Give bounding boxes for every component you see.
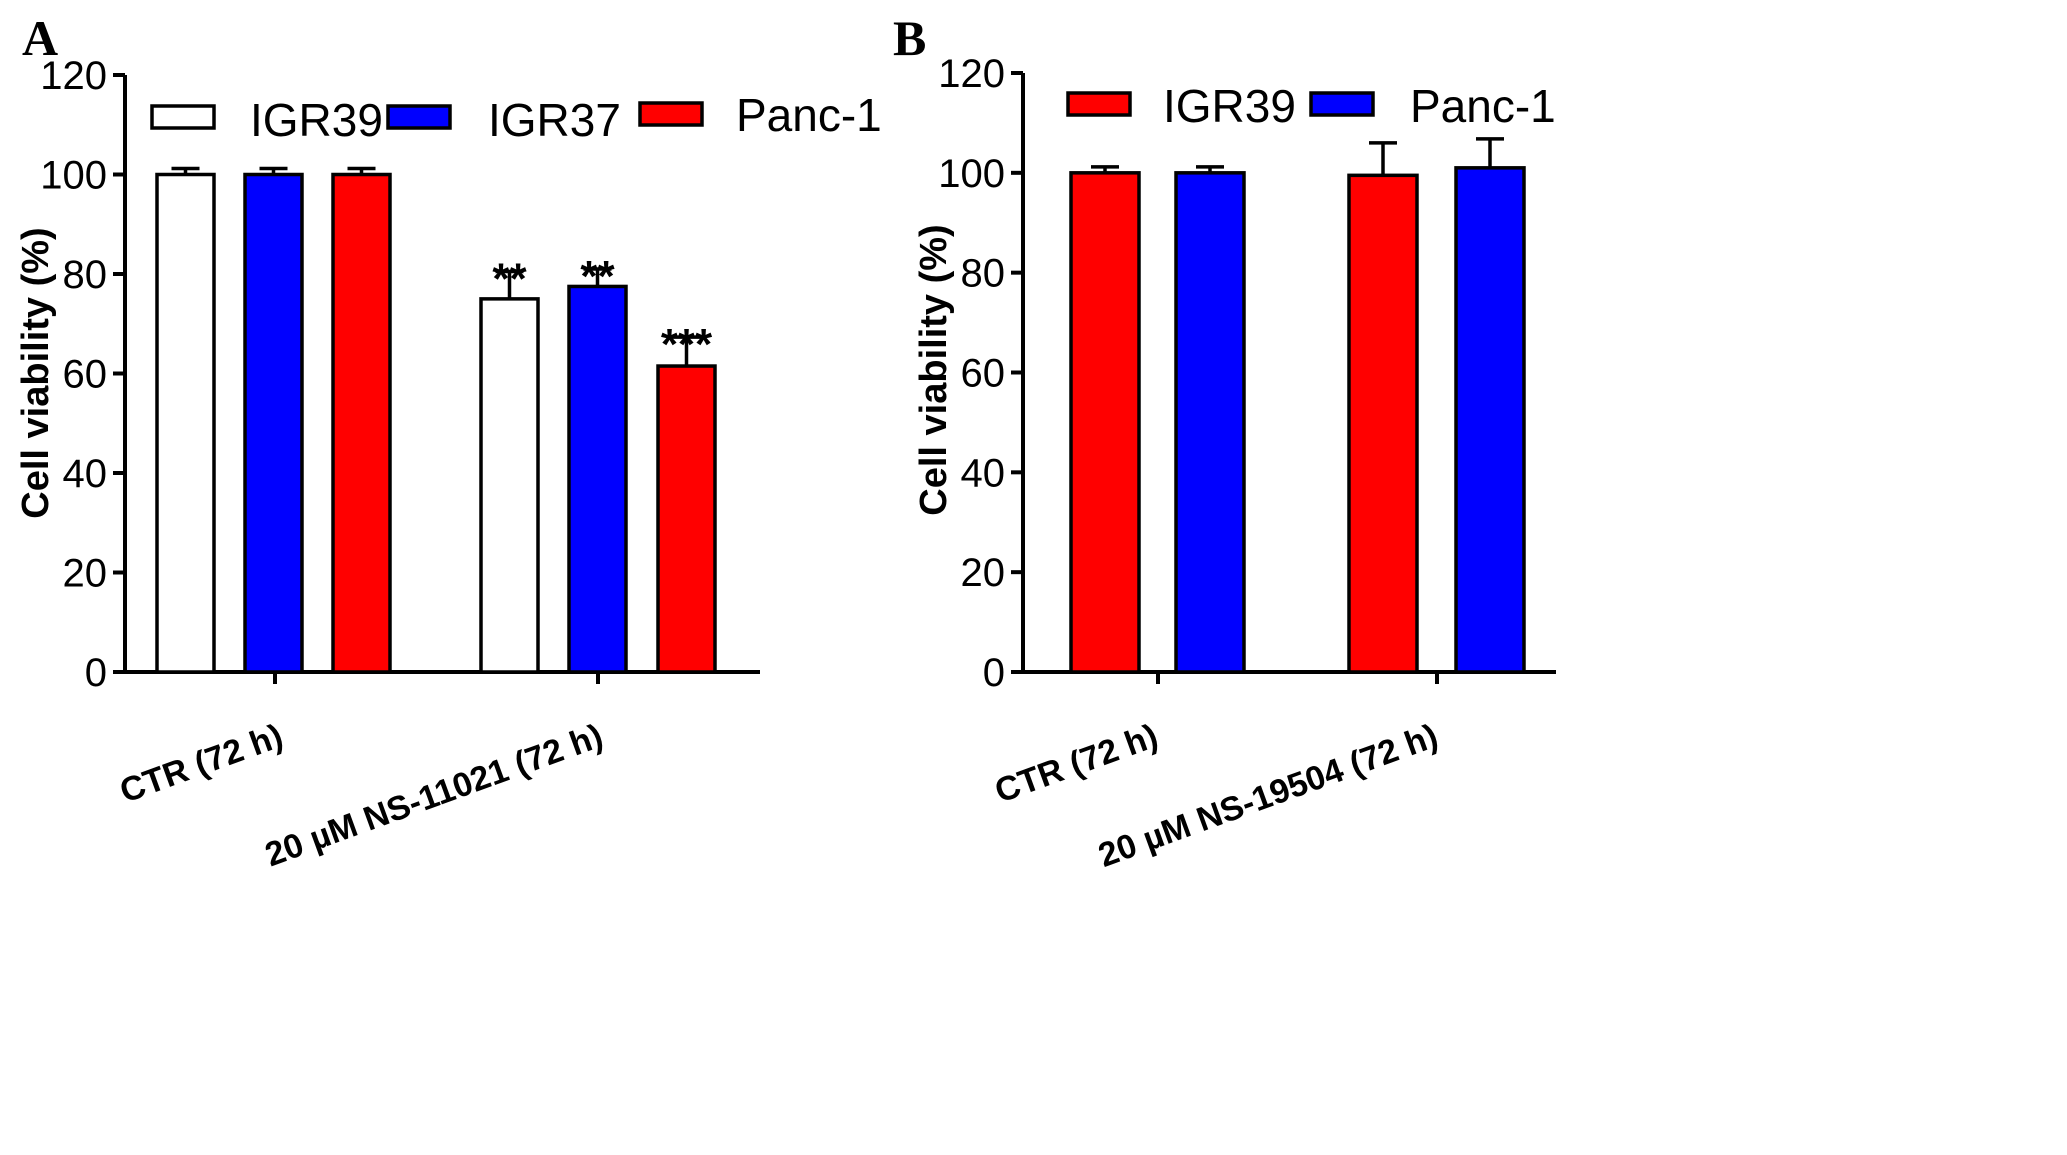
panel-a-significance-label: ** xyxy=(492,255,527,304)
panel-a-legend-swatch-igr37 xyxy=(386,104,452,130)
panel-b-y-tick-label: 120 xyxy=(938,52,1005,96)
panel-a-y-tick-label: 100 xyxy=(40,154,107,198)
panel-a: A 0 20 40 60 80 100 120 Cell viability (%) CTR (7… xyxy=(15,10,882,874)
panel-b-letter: B xyxy=(893,10,926,66)
panel-b-legend-swatch-igr39 xyxy=(1066,91,1132,117)
panel-b: B 0 20 40 60 80 100 120 Cell viability (%) CTR (7… xyxy=(893,10,1556,875)
panel-a-legend-swatch-panc-1 xyxy=(638,101,704,127)
panel-b-bar-igr39 xyxy=(1347,173,1419,674)
panel-b-bar-panc-1 xyxy=(1454,166,1526,674)
panel-a-category-label: 20 µM NS-11021 (72 h) xyxy=(260,717,608,874)
panel-b-y-tick-label: 40 xyxy=(961,451,1006,495)
panel-a-letter: A xyxy=(22,10,58,66)
panel-b-y-axis-label: Cell viability (%) xyxy=(913,224,955,515)
panel-a-y-tick-label: 0 xyxy=(85,651,107,695)
panel-a-y-tick-label: 120 xyxy=(40,54,107,98)
panel-a-y-tick-label: 40 xyxy=(63,452,108,496)
panel-b-legend-label-igr39: IGR39 xyxy=(1163,80,1296,132)
panel-a-legend-swatch-igr39 xyxy=(150,104,216,130)
panel-a-bar-igr37 xyxy=(567,284,628,674)
panel-b-bar-panc-1 xyxy=(1174,171,1246,674)
panel-a-bar-igr37 xyxy=(243,172,304,674)
panel-a-bar-panc-1 xyxy=(331,172,392,674)
panel-a-bar-igr39 xyxy=(479,297,540,674)
panel-a-y-tick-label: 20 xyxy=(63,552,108,596)
panel-a-legend-label-igr37: IGR37 xyxy=(488,94,621,146)
panel-a-significance-label: *** xyxy=(661,320,713,369)
panel-a-y-tick-label: 80 xyxy=(63,253,108,297)
panel-b-y-tick-label: 80 xyxy=(961,252,1006,296)
panel-a-bar-igr39 xyxy=(155,172,216,674)
panel-a-legend-label-igr39: IGR39 xyxy=(250,94,383,146)
panel-b-category-label: CTR (72 h) xyxy=(990,717,1163,811)
panel-b-legend-label-panc-1: Panc-1 xyxy=(1410,80,1556,132)
panel-a-significance-label: ** xyxy=(580,252,615,301)
panel-b-y-tick-label: 0 xyxy=(983,651,1005,695)
panel-b-y-tick-label: 60 xyxy=(961,352,1006,396)
panel-a-legend-label-panc-1: Panc-1 xyxy=(736,89,882,141)
panel-a-y-tick-label: 60 xyxy=(63,353,108,397)
panel-a-y-axis-label: Cell viability (%) xyxy=(15,227,57,518)
panel-a-bar-panc-1 xyxy=(656,364,717,674)
panel-b-y-tick-label: 20 xyxy=(961,551,1006,595)
panel-a-category-label: CTR (72 h) xyxy=(115,717,288,811)
panel-b-y-tick-label: 100 xyxy=(938,152,1005,196)
panel-b-bar-igr39 xyxy=(1069,171,1141,674)
panel-b-legend-swatch-panc-1 xyxy=(1309,91,1375,117)
